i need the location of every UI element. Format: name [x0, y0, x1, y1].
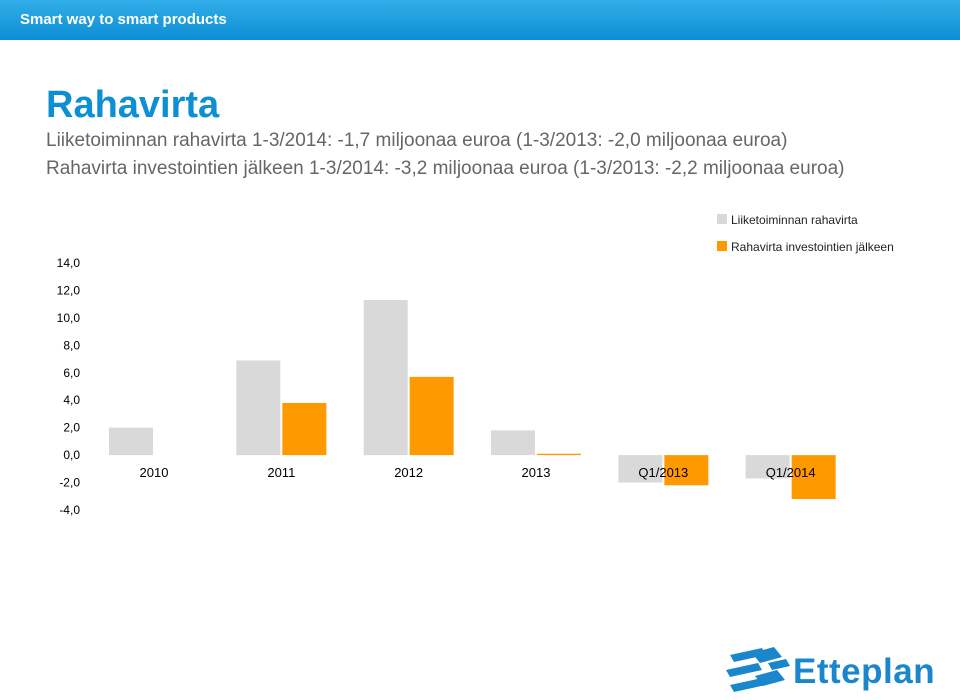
legend-label: Rahavirta investointien jälkeen: [731, 240, 894, 254]
y-tick-label: 10,0: [57, 311, 81, 325]
bar-operating: [109, 427, 153, 456]
header-bar: Smart way to smart products: [0, 0, 960, 40]
bar-after-investments: [537, 453, 581, 456]
y-tick-label: 14,0: [57, 256, 81, 270]
bar-after-investments: [791, 455, 836, 500]
y-tick-label: 0,0: [63, 448, 80, 462]
bar-operating: [363, 300, 408, 456]
operating-cashflow-text: Liiketoiminnan rahavirta 1-3/2014: -1,7 …: [46, 130, 788, 151]
x-tick-label: 2010: [140, 465, 169, 480]
bar-after-investments: [409, 376, 454, 456]
bar-after-investments: [282, 402, 327, 456]
y-tick-label: 4,0: [63, 393, 80, 407]
y-tick-label: 2,0: [63, 421, 80, 435]
x-tick-label: 2011: [267, 465, 295, 480]
x-tick-label: 2013: [522, 465, 551, 480]
y-tick-label: -4,0: [59, 503, 80, 517]
x-tick-label: Q1/2014: [766, 465, 816, 480]
y-tick-label: 8,0: [63, 338, 80, 352]
bar-operating: [618, 455, 663, 483]
y-tick-label: 12,0: [57, 283, 81, 297]
cashflow-after-investments-text: Rahavirta investointien jälkeen 1-3/2014…: [46, 158, 845, 179]
legend-swatch: [717, 214, 727, 224]
x-tick-label: 2012: [394, 465, 423, 480]
bar-operating: [491, 430, 535, 456]
y-tick-label: -2,0: [59, 476, 80, 490]
x-tick-label: Q1/2013: [638, 465, 688, 480]
page-title: Rahavirta: [46, 84, 220, 126]
bar-after-investments: [664, 455, 709, 486]
legend-label: Liiketoiminnan rahavirta: [731, 213, 858, 227]
bar-operating: [745, 455, 790, 479]
header-tagline: Smart way to smart products: [20, 11, 227, 28]
logo-wordmark: Etteplan: [793, 652, 936, 691]
legend-swatch: [717, 241, 727, 251]
etteplan-logo-icon: [726, 647, 790, 692]
bar-operating: [236, 360, 281, 456]
y-tick-label: 6,0: [63, 366, 80, 380]
